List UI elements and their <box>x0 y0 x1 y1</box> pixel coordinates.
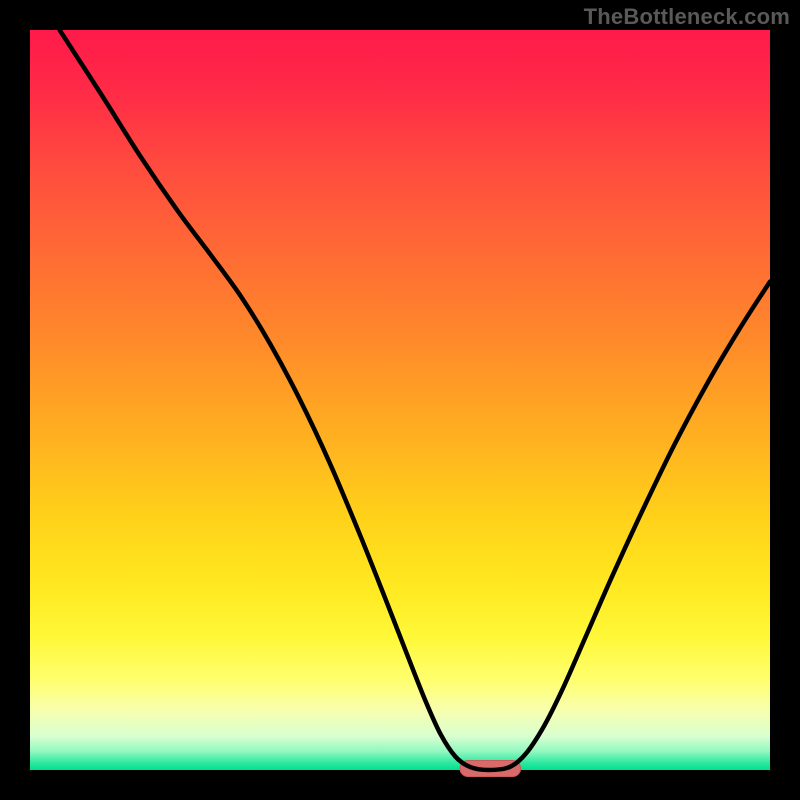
bottleneck-chart <box>0 0 800 800</box>
watermark-text: TheBottleneck.com <box>584 4 790 30</box>
chart-frame: TheBottleneck.com <box>0 0 800 800</box>
gradient-background <box>30 30 770 770</box>
